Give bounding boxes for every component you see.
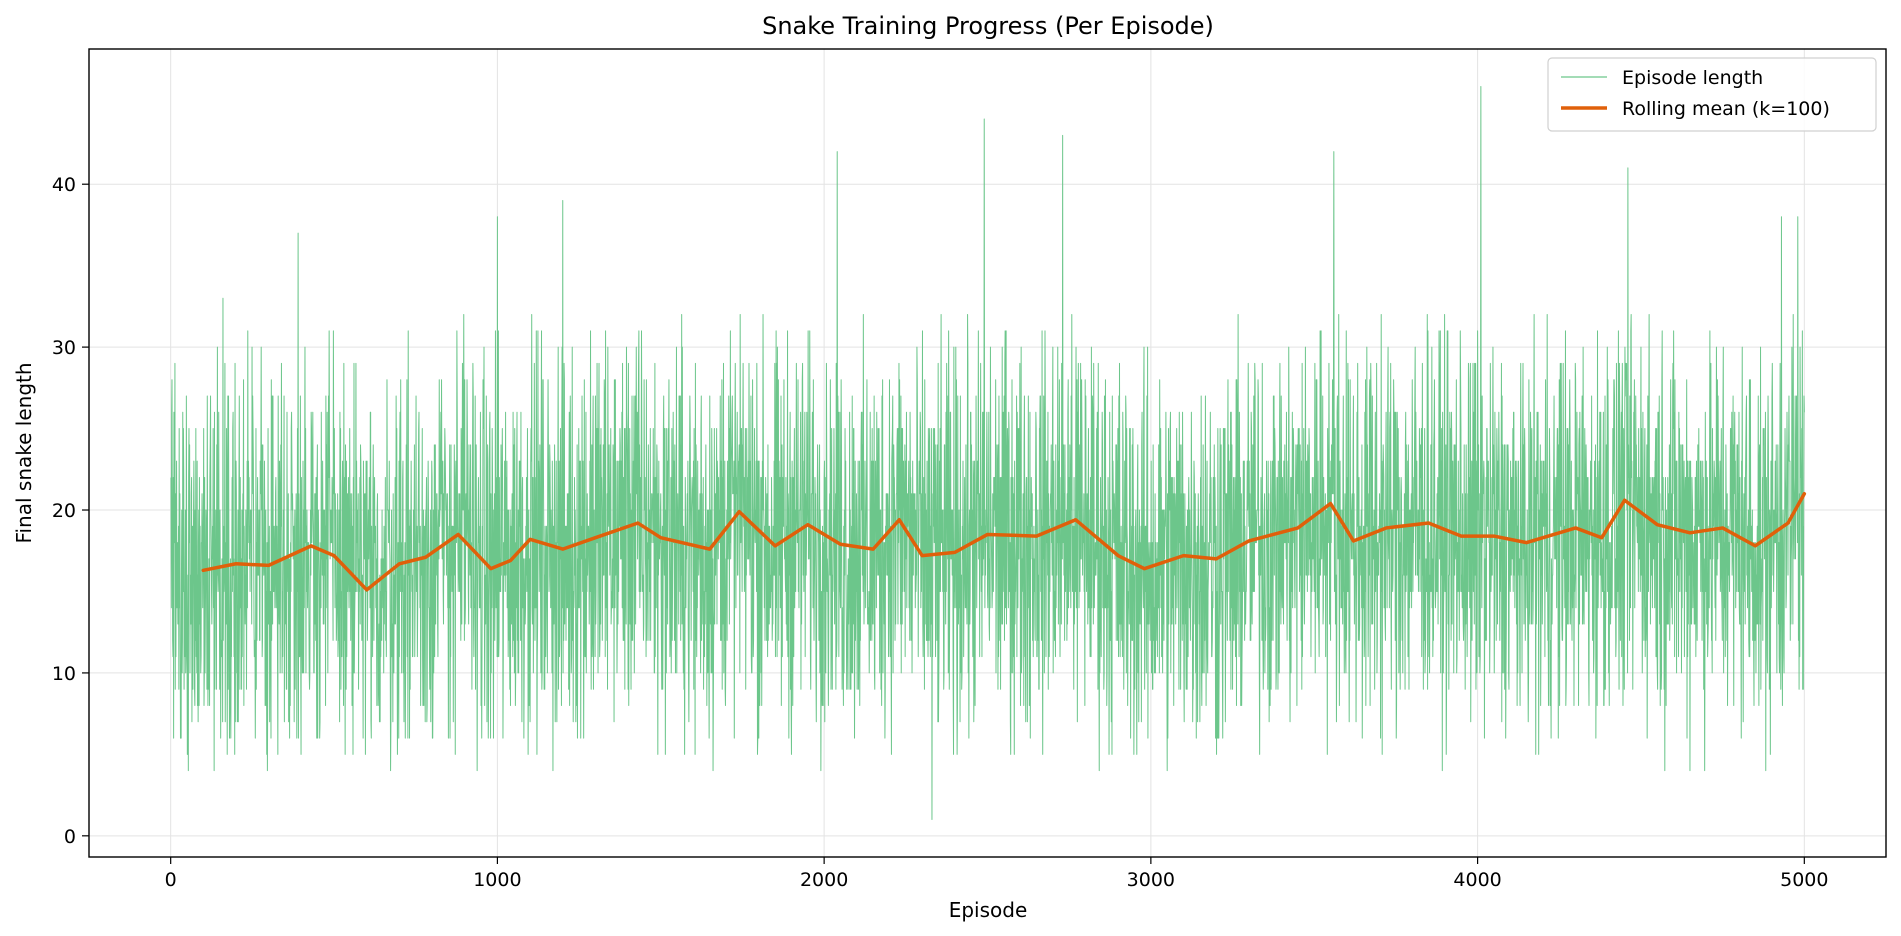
x-tick-label: 0 [165,869,177,891]
y-tick-label: 0 [64,826,76,848]
x-tick-label: 5000 [1780,869,1828,891]
x-tick-label: 4000 [1453,869,1501,891]
y-tick-label: 30 [52,337,76,359]
legend-label-rolling-mean: Rolling mean (k=100) [1622,98,1830,120]
legend: Episode length Rolling mean (k=100) [1548,58,1876,131]
chart-title: Snake Training Progress (Per Episode) [762,12,1214,40]
y-axis-label: Final snake length [12,362,36,543]
x-axis-label: Episode [949,898,1028,922]
legend-label-episode-length: Episode length [1622,67,1763,89]
y-tick-label: 10 [52,663,76,685]
y-tick-label: 20 [52,500,76,522]
x-tick-label: 3000 [1127,869,1175,891]
x-tick-label: 1000 [473,869,521,891]
x-tick-label: 2000 [800,869,848,891]
y-tick-label: 40 [52,174,76,196]
